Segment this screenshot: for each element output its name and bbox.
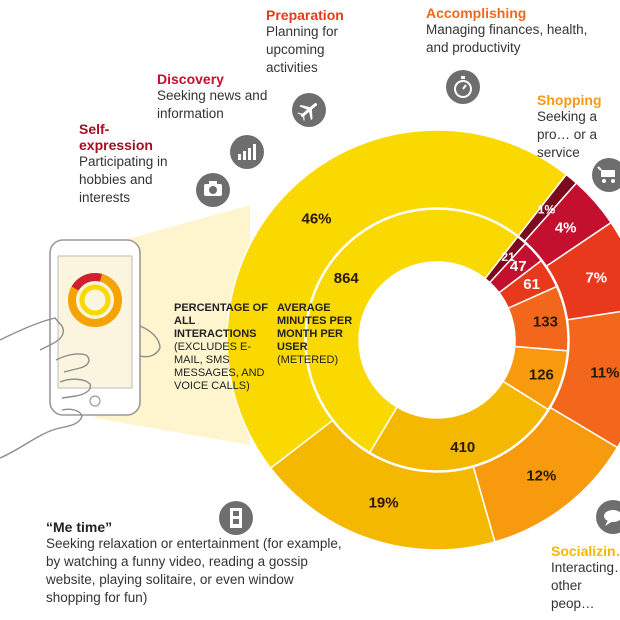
inner-ring-segment-socializing (368, 380, 550, 472)
category-title: Shopping (537, 92, 602, 108)
outer-value-label-accomplishing: 11% (590, 365, 619, 382)
outer-value-label-preparation: 7% (585, 270, 607, 287)
category-title: Preparation (266, 7, 344, 23)
category-description: Participating in hobbies and interests (79, 154, 168, 205)
outer-ring (226, 129, 620, 551)
category-description: Planning for upcoming activities (266, 24, 339, 75)
inner-ring (305, 208, 569, 472)
chat-icon (596, 500, 620, 534)
category-title: Discovery (157, 71, 224, 87)
category-title: “Me time” (46, 519, 113, 535)
inner-value-label-socializing: 410 (450, 439, 475, 456)
category-accomplishing: Accomplishing Managing finances, health,… (426, 5, 598, 57)
category-self-expression: Self-expression Participating in hobbies… (79, 121, 239, 207)
thumb-outline (139, 325, 161, 358)
category-description: Interacting… other peop… (551, 560, 620, 611)
airplane-icon (292, 93, 326, 127)
outer-value-label-discovery: 4% (555, 219, 577, 236)
category-description: Seeking relaxation or entertainment (for… (46, 536, 342, 605)
category-me-time: “Me time” Seeking relaxation or entertai… (46, 519, 346, 607)
outer-value-label-self-expression: 1% (538, 203, 556, 217)
inner-value-label-accomplishing: 133 (533, 314, 558, 331)
category-shopping: Shopping Seeking a pro… or a service (537, 92, 620, 162)
outer-value-label-socializing: 19% (369, 494, 399, 511)
inner-value-label-preparation: 61 (523, 276, 540, 293)
camera-icon (196, 173, 230, 207)
outer-ring-heading: PERCENTAGE OF ALL INTERACTIONS (174, 302, 268, 340)
bar-chart-icon (230, 135, 264, 169)
phone-home-button (89, 395, 101, 407)
category-description: Seeking a pro… or a service (537, 109, 598, 160)
category-discovery: Discovery Seeking news and information (157, 71, 277, 123)
category-socializing: Socializin… Interacting… other peop… (551, 543, 620, 613)
icon-layer (196, 70, 620, 535)
outer-ring-subnote: (EXCLUDES E-MAIL, SMS MESSAGES, AND VOIC… (174, 341, 265, 392)
category-description: Seeking news and information (157, 88, 268, 121)
inner-value-label-me-time: 864 (334, 270, 360, 287)
category-title: Accomplishing (426, 5, 527, 21)
inner-ring-segment-me-time (305, 208, 519, 454)
mini-donut-red-arc (68, 273, 122, 327)
outer-value-label-me-time: 46% (301, 211, 331, 228)
mini-donut-inner (79, 284, 111, 316)
inner-ring-heading: AVERAGE MINUTES PER MONTH PER USER (277, 302, 353, 353)
inner-ring-subnote: (METERED) (277, 354, 339, 366)
category-title: Socializin… (551, 543, 620, 559)
outer-ring-segment-me-time (226, 129, 568, 470)
category-title: Self-expression (79, 121, 153, 153)
inner-value-label-discovery: 47 (510, 258, 527, 275)
category-description: Managing finances, health, and productiv… (426, 22, 588, 55)
hand-outline (0, 317, 92, 459)
category-preparation: Preparation Planning for upcoming activi… (266, 7, 378, 77)
cart-icon (592, 158, 620, 192)
phone-illustration (0, 205, 250, 459)
inner-ring-note: AVERAGE MINUTES PER MONTH PER USER (METE… (277, 302, 359, 367)
inner-value-label-self-expression: 21 (501, 250, 515, 264)
stopwatch-icon (446, 70, 480, 104)
inner-value-label-shopping: 126 (529, 367, 554, 384)
film-icon (219, 501, 253, 535)
outer-value-label-shopping: 12% (526, 467, 556, 484)
outer-ring-note: PERCENTAGE OF ALL INTERACTIONS (EXCLUDES… (174, 302, 270, 393)
